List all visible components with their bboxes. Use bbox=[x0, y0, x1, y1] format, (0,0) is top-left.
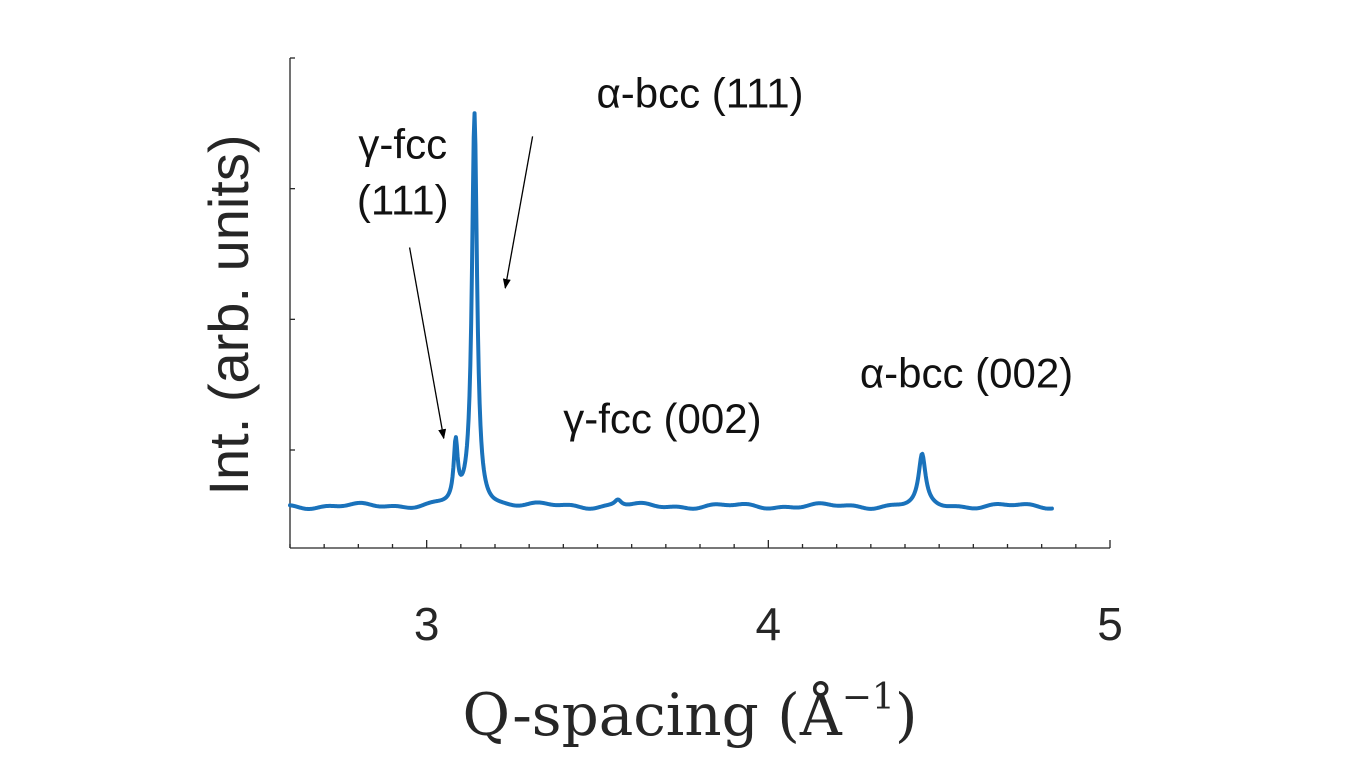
axis-labels: Q-spacing (Å−1) Int. (arb. units) bbox=[197, 134, 917, 749]
series-group bbox=[288, 111, 1054, 511]
series-line-0 bbox=[288, 111, 1054, 511]
ticks: 3 4 5 bbox=[289, 57, 1123, 650]
x-tick-label: 4 bbox=[756, 598, 782, 650]
annotations: γ-fcc (111) α-bcc (111) γ-fcc (002) α-bcc (0… bbox=[357, 70, 1073, 442]
annotation-label: α-bcc (111) bbox=[596, 70, 803, 117]
y-axis-label: Int. (arb. units) bbox=[197, 134, 260, 495]
annotation-label: (111) bbox=[357, 177, 449, 224]
annotation-label: α-bcc (002) bbox=[860, 349, 1073, 396]
annotation-arrow bbox=[502, 136, 534, 289]
annotation-label: γ-fcc bbox=[358, 121, 447, 168]
x-tick-label: 3 bbox=[414, 598, 440, 650]
x-tick-label: 5 bbox=[1097, 598, 1123, 650]
annotation-label: γ-fcc (002) bbox=[563, 395, 761, 442]
x-axis-label: Q-spacing (Å−1) bbox=[463, 677, 918, 749]
annotation-arrow bbox=[408, 247, 447, 440]
